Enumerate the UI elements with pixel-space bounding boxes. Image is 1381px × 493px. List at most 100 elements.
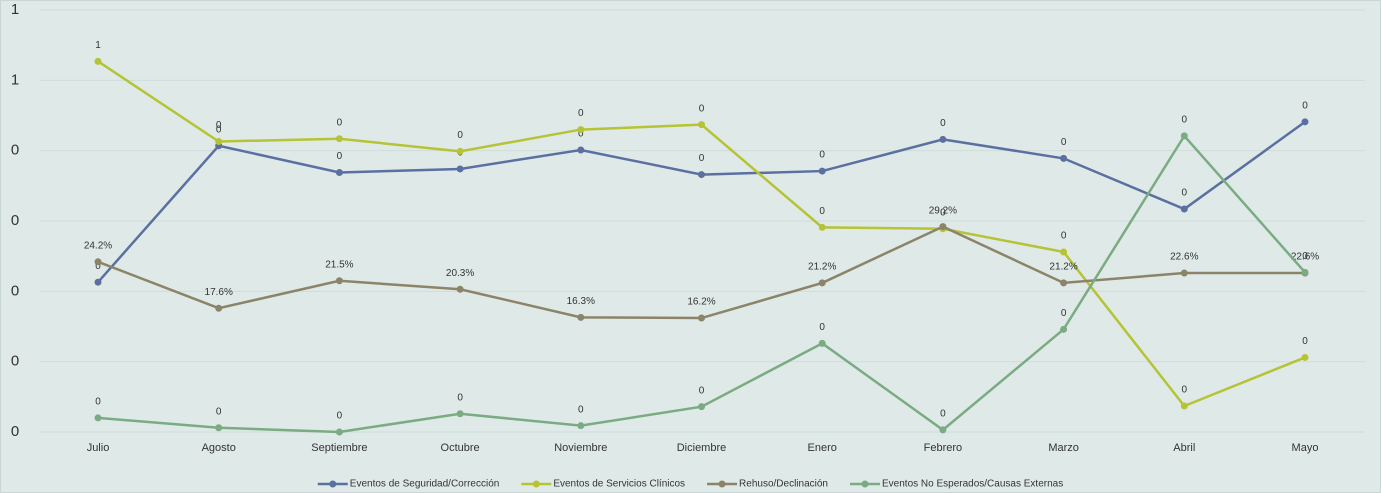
data-label: 1 bbox=[95, 40, 101, 51]
data-point bbox=[577, 313, 585, 321]
x-tick-label: Mayo bbox=[1292, 442, 1319, 454]
data-label: 0 bbox=[1061, 231, 1067, 242]
data-point bbox=[335, 135, 343, 143]
data-point bbox=[94, 258, 102, 266]
data-point bbox=[94, 278, 102, 286]
data-label: 21.2% bbox=[808, 262, 836, 273]
data-label: 0 bbox=[1302, 100, 1308, 111]
data-point bbox=[698, 121, 705, 129]
data-label: 20.3% bbox=[446, 268, 474, 279]
data-label: 0 bbox=[699, 385, 705, 396]
data-label: 0 bbox=[1061, 308, 1067, 319]
data-point bbox=[818, 339, 826, 347]
y-tick-label: 0 bbox=[11, 423, 19, 440]
data-label: 0 bbox=[940, 207, 946, 218]
data-point bbox=[1180, 205, 1188, 213]
data-label: 0 bbox=[578, 108, 584, 119]
data-label: 0 bbox=[819, 150, 825, 161]
data-label: 0 bbox=[699, 103, 705, 114]
data-label: 22.6% bbox=[1170, 252, 1198, 263]
data-point bbox=[577, 126, 585, 134]
data-label: 29.2% bbox=[929, 205, 957, 216]
data-point bbox=[1060, 279, 1068, 287]
data-label: 0 bbox=[578, 129, 584, 140]
data-point bbox=[456, 285, 464, 293]
y-tick-label: 1 bbox=[11, 1, 19, 18]
legend-marker bbox=[329, 480, 337, 488]
x-tick-label: Julio bbox=[87, 442, 110, 454]
x-tick-label: Enero bbox=[808, 442, 837, 454]
data-point bbox=[456, 165, 464, 173]
y-tick-label: 0 bbox=[11, 353, 19, 370]
y-tick-label: 1 bbox=[11, 71, 19, 88]
data-label: 0 bbox=[1061, 137, 1067, 148]
y-tick-label: 0 bbox=[11, 142, 19, 159]
data-label: 21.5% bbox=[325, 259, 353, 270]
data-point bbox=[577, 146, 585, 154]
data-point bbox=[456, 410, 464, 418]
data-point bbox=[698, 171, 705, 179]
data-point bbox=[94, 57, 102, 65]
data-label: 0 bbox=[95, 261, 101, 272]
data-point bbox=[335, 277, 343, 285]
x-tick-label: Diciembre bbox=[677, 442, 727, 454]
legend-label: Eventos de Servicios Clínicos bbox=[553, 479, 685, 490]
data-point bbox=[698, 314, 705, 322]
legend: Eventos de Seguridad/Corrección Eventos d… bbox=[317, 479, 1063, 490]
x-tick-label: Noviembre bbox=[554, 442, 607, 454]
x-tick-label: Febrero bbox=[924, 442, 963, 454]
data-point bbox=[1180, 269, 1188, 277]
data-label: 0 bbox=[95, 397, 101, 408]
data-point bbox=[456, 147, 464, 155]
data-label: 0 bbox=[457, 392, 463, 403]
legend-marker bbox=[532, 480, 540, 488]
data-point bbox=[818, 167, 826, 175]
data-point bbox=[215, 304, 223, 312]
x-tick-label: Marzo bbox=[1048, 442, 1079, 454]
data-point bbox=[698, 403, 705, 411]
data-point bbox=[1301, 353, 1309, 361]
data-label: 0 bbox=[699, 153, 705, 164]
data-label: 0 bbox=[337, 117, 343, 128]
y-tick-label: 0 bbox=[11, 212, 19, 229]
legend-marker bbox=[718, 480, 726, 488]
data-point bbox=[1180, 402, 1188, 410]
data-label: 0 bbox=[457, 130, 463, 141]
data-label: 0 bbox=[337, 411, 343, 422]
x-tick-label: Abril bbox=[1173, 442, 1195, 454]
data-label: 0 bbox=[216, 406, 222, 417]
data-label: 0 bbox=[1182, 385, 1188, 396]
legend-label: Eventos No Esperados/Causas Externas bbox=[882, 479, 1063, 490]
data-point bbox=[577, 422, 585, 430]
data-label: 0 bbox=[819, 322, 825, 333]
data-point bbox=[818, 279, 826, 287]
data-point bbox=[94, 414, 102, 422]
legend-label: Eventos de Seguridad/Corrección bbox=[350, 479, 500, 490]
data-label: 16.3% bbox=[567, 296, 595, 307]
data-label: 17.6% bbox=[205, 287, 233, 298]
data-label: 22.6% bbox=[1291, 252, 1319, 263]
legend-label: Rehuso/Declinación bbox=[739, 479, 828, 490]
data-label: 0 bbox=[1302, 251, 1308, 262]
data-point bbox=[1060, 248, 1068, 256]
x-tick-label: Septiembre bbox=[311, 442, 367, 454]
data-point bbox=[939, 426, 947, 434]
data-label: 0 bbox=[1182, 188, 1188, 199]
data-label: 0 bbox=[1182, 115, 1188, 126]
data-point bbox=[1180, 132, 1188, 140]
data-point bbox=[1301, 268, 1309, 276]
data-label: 16.2% bbox=[687, 297, 715, 308]
data-point bbox=[939, 135, 947, 143]
data-label: 0 bbox=[216, 120, 222, 131]
data-point bbox=[215, 424, 223, 432]
data-point bbox=[335, 428, 343, 436]
data-label: 0 bbox=[337, 151, 343, 162]
x-tick-label: Octubre bbox=[441, 442, 480, 454]
data-point bbox=[1060, 154, 1068, 162]
data-label: 0 bbox=[216, 124, 222, 135]
data-point bbox=[1060, 325, 1068, 333]
data-label: 0 bbox=[819, 206, 825, 217]
